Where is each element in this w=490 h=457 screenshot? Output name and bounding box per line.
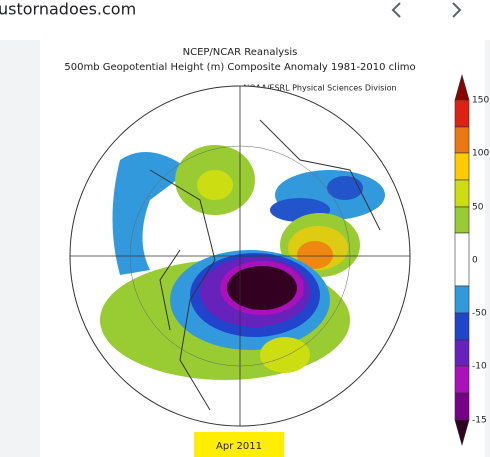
colorbar-label: 100 (472, 149, 489, 159)
site-name: ustornadoes.com (0, 0, 136, 19)
top-bar (0, 0, 490, 40)
date-box (194, 432, 284, 457)
prev-button[interactable] (391, 2, 401, 18)
colorbar-label: -15 (472, 416, 487, 426)
colorbar-label: -50 (472, 309, 487, 319)
colorbar-label: 150 (472, 96, 489, 106)
figure-subtitle: 500mb Geopotential Height (m) Composite … (64, 62, 415, 73)
colorbar-label: 50 (472, 203, 484, 213)
next-button[interactable] (452, 2, 462, 18)
date-label: Apr 2011 (216, 441, 262, 452)
map-border (69, 85, 411, 427)
colorbar-label: -10 (472, 362, 487, 372)
figure-title: NCEP/NCAR Reanalysis (183, 47, 298, 58)
figure-credit: NOAA/ESRL Physical Sciences Division (243, 84, 396, 93)
map (70, 86, 410, 426)
colorbar (454, 73, 470, 447)
colorbar-label: 0 (472, 256, 478, 266)
